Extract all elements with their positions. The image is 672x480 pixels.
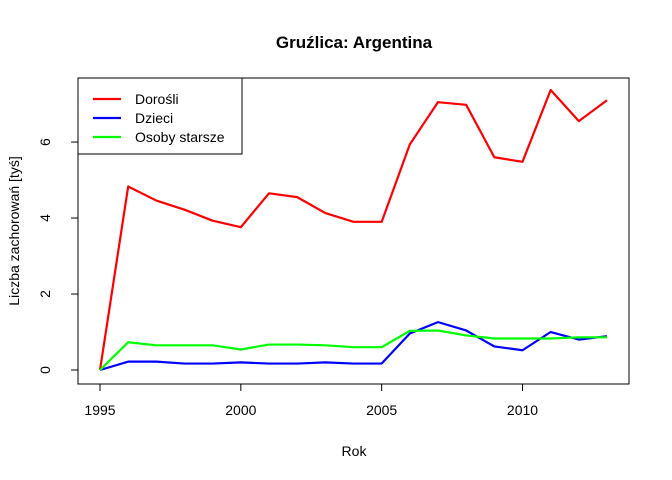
y-tick-label: 2 <box>37 290 53 298</box>
y-tick-label: 4 <box>37 214 53 222</box>
legend: Dorośli Dzieci Osoby starsze <box>77 77 243 155</box>
y-tick-label: 6 <box>37 138 53 146</box>
series-lines <box>98 88 608 372</box>
x-axis: 1995 2000 2005 2010 <box>84 383 538 418</box>
series-line-1 <box>99 321 608 372</box>
y-tick-label: 0 <box>37 366 53 374</box>
x-tick-label: 1995 <box>84 402 115 418</box>
x-tick-label: 2005 <box>366 402 397 418</box>
legend-box <box>77 77 243 155</box>
legend-label-0: Dorośli <box>135 91 179 107</box>
x-tick-label: 2000 <box>225 402 256 418</box>
x-axis-label: Rok <box>342 443 368 459</box>
legend-label-1: Dzieci <box>135 110 173 126</box>
legend-label-2: Osoby starsze <box>135 129 225 145</box>
y-axis: 0 2 4 6 <box>37 138 79 374</box>
y-axis-label: Liczba zachorowań [tyś] <box>6 156 22 305</box>
series-line-0 <box>98 88 608 371</box>
x-tick-label: 2010 <box>507 402 538 418</box>
series-line-2 <box>99 329 607 371</box>
chart-title: Gruźlica: Argentina <box>276 33 433 52</box>
